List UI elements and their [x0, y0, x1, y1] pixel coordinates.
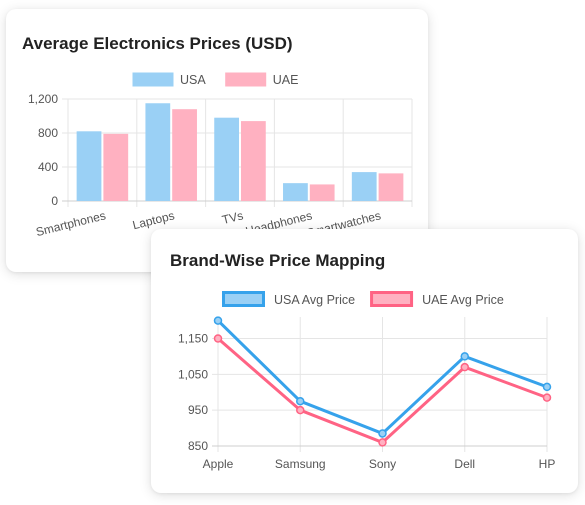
bar-usa-smartphones[interactable]: [76, 131, 102, 201]
x-tick-label: Apple: [203, 457, 234, 471]
legend-swatch-uae[interactable]: [225, 72, 267, 87]
legend-label-uae-avg-price[interactable]: UAE Avg Price: [422, 293, 504, 307]
y-tick-label: 950: [188, 403, 208, 417]
point-usa-avg-price-dell[interactable]: [460, 352, 469, 361]
point-uae-avg-price-samsung[interactable]: [296, 405, 305, 415]
bar-uae-smartphones[interactable]: [103, 133, 129, 201]
bar-usa-laptops[interactable]: [145, 103, 171, 201]
line-chart-card: Brand-Wise Price Mapping Apple Samsung Son…: [151, 229, 578, 493]
x-tick-label: Samsung: [275, 457, 326, 471]
bar-uae-headphones[interactable]: [309, 184, 335, 201]
bar-chart-card: Average Electronics Prices (USD) 0 400 800…: [6, 9, 428, 272]
y-tick-label: 1,150: [178, 332, 208, 346]
point-uae-avg-price-hp[interactable]: [542, 393, 552, 402]
y-tick-label: 0: [51, 194, 58, 208]
x-tick-label: Smartphones: [34, 208, 107, 239]
x-tick-label: Dell: [454, 457, 475, 471]
point-usa-avg-price-apple[interactable]: [213, 316, 223, 325]
bar-uae-laptops[interactable]: [172, 109, 197, 201]
point-usa-avg-price-hp[interactable]: [542, 382, 552, 392]
y-tick-label: 400: [38, 160, 58, 174]
bar-usa-smartwatches[interactable]: [351, 172, 377, 201]
bar-usa-tvs[interactable]: [214, 117, 239, 201]
x-tick-label: Sony: [369, 457, 396, 471]
y-tick-label: 800: [38, 126, 58, 140]
line-chart: Apple Samsung Sony Dell HP 850 950 1,050 1,150 US…: [178, 291, 556, 471]
point-uae-avg-price-sony[interactable]: [378, 438, 387, 447]
x-tick-label: HP: [539, 457, 556, 471]
legend-label-usa-avg-price[interactable]: USA Avg Price: [274, 293, 355, 307]
y-tick-label: 1,050: [178, 367, 208, 381]
point-usa-avg-price-samsung[interactable]: [296, 396, 305, 406]
bar-uae-tvs[interactable]: [241, 121, 266, 201]
point-uae-avg-price-apple[interactable]: [213, 334, 223, 343]
bar-uae-smartwatches[interactable]: [378, 173, 404, 201]
legend-label-uae[interactable]: UAE: [273, 73, 299, 87]
legend-swatch-usa-avg-price[interactable]: [222, 291, 265, 307]
legend-swatch-usa[interactable]: [132, 72, 174, 87]
y-tick-label: 1,200: [28, 92, 58, 106]
legend-swatch-uae-avg-price[interactable]: [370, 291, 414, 307]
x-tick-label: TVs: [221, 208, 245, 227]
bar-usa-headphones[interactable]: [283, 183, 308, 201]
line-chart-title: Brand-Wise Price Mapping: [170, 251, 386, 270]
y-tick-label: 850: [188, 439, 208, 453]
point-usa-avg-price-sony[interactable]: [378, 429, 387, 438]
bar-chart-title: Average Electronics Prices (USD): [22, 34, 293, 53]
legend-label-usa[interactable]: USA: [180, 73, 206, 87]
point-uae-avg-price-dell[interactable]: [460, 362, 469, 372]
